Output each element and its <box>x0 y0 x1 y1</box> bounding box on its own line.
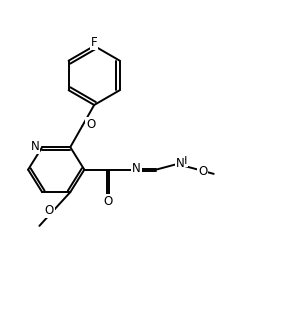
Text: H: H <box>179 156 187 166</box>
Text: O: O <box>45 204 54 217</box>
Text: F: F <box>91 36 97 49</box>
Text: N: N <box>31 140 39 153</box>
Text: O: O <box>104 195 113 208</box>
Text: N: N <box>132 162 141 175</box>
Text: O: O <box>198 165 207 177</box>
Text: N: N <box>176 157 184 170</box>
Text: O: O <box>86 118 95 131</box>
